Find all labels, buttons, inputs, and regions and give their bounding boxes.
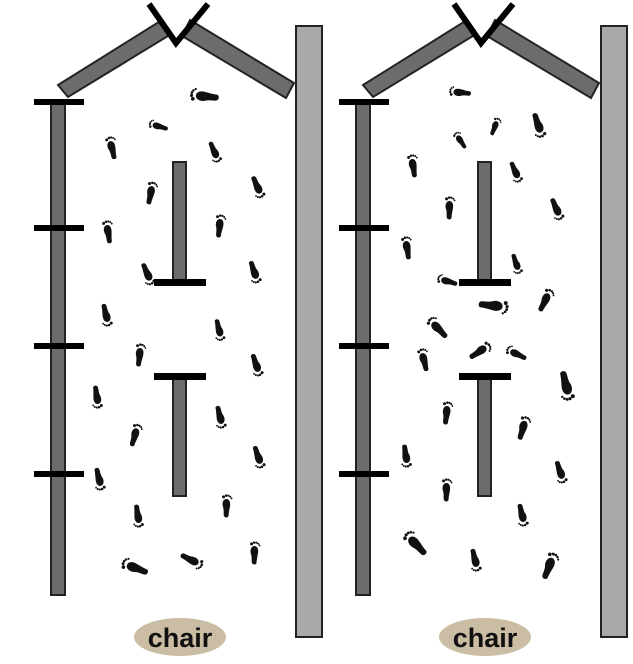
wall-bar-2 — [34, 225, 84, 231]
divider-lower-bar — [459, 373, 511, 380]
footprint-icon — [126, 422, 144, 448]
footprint-icon — [467, 547, 483, 573]
footprint-icon — [399, 444, 413, 469]
footprint-icon — [401, 528, 430, 559]
footprints-right — [399, 85, 576, 582]
footprint-icon — [466, 340, 494, 363]
footprints-left — [90, 87, 267, 580]
footprint-icon — [547, 196, 566, 222]
chair-oval — [134, 618, 226, 656]
divider-upper-bar — [154, 279, 206, 286]
footprint-icon — [248, 174, 267, 200]
footprint-icon — [508, 252, 524, 276]
wall-bar-4 — [34, 471, 84, 477]
footprint-icon — [138, 261, 157, 287]
footprint-icon — [513, 414, 533, 442]
divider-lower-bar — [154, 373, 206, 380]
wall-bar-3 — [34, 343, 84, 349]
wall-bar-2 — [339, 225, 389, 231]
wall-bar-1 — [339, 99, 389, 105]
divider-lower — [477, 377, 492, 497]
footprint-icon — [440, 477, 453, 502]
footprint-icon — [132, 342, 147, 368]
roof-right-beam — [485, 18, 601, 100]
roof-left-beam — [56, 18, 170, 99]
footprint-icon — [220, 493, 233, 518]
wall-bar-4 — [339, 471, 389, 477]
footprint-icon — [400, 235, 414, 260]
right-panel: chair — [339, 2, 628, 656]
footprint-icon — [246, 259, 263, 285]
footprint-icon — [250, 444, 267, 470]
footprint-icon — [119, 555, 151, 580]
footprint-icon — [504, 343, 529, 364]
footprint-icon — [248, 540, 261, 565]
footprint-icon — [425, 314, 451, 342]
chair-oval — [439, 618, 531, 656]
footprint-icon — [142, 180, 159, 206]
footprint-icon — [556, 369, 576, 402]
footprint-icon — [406, 153, 420, 178]
roof-peak-mark — [146, 2, 211, 48]
footprint-icon — [90, 385, 104, 410]
footprint-icon — [452, 130, 469, 151]
footprint-icon — [178, 549, 205, 572]
footprint-icon — [212, 213, 227, 239]
footprint-icon — [506, 159, 524, 185]
footprint-icon — [98, 302, 114, 328]
footprint-icon — [104, 135, 120, 161]
footprint-icon — [514, 502, 530, 528]
footprint-icon — [529, 111, 548, 140]
footprint-icon — [248, 352, 265, 378]
right-wall — [600, 25, 628, 638]
footprint-icon — [101, 219, 115, 244]
footprint-icon — [205, 139, 223, 165]
footprint-icon — [91, 466, 107, 492]
footprint-icon — [435, 273, 459, 290]
divider-upper — [477, 161, 492, 282]
right-wall — [295, 25, 323, 638]
footprint-icon — [443, 195, 456, 220]
footprint-icon — [552, 459, 569, 485]
footprint-icon — [537, 550, 562, 582]
footprint-icon — [416, 347, 432, 373]
roof-right-beam — [180, 18, 296, 100]
footprint-icon — [147, 118, 170, 134]
footprint-icon — [212, 404, 228, 430]
divider-upper — [172, 161, 187, 282]
wall-bar-1 — [34, 99, 84, 105]
footprint-icon — [487, 116, 503, 137]
chair-label: chair — [148, 623, 213, 653]
left-panel: chair — [34, 2, 323, 656]
footprint-icon — [189, 87, 220, 106]
footprint-icon — [439, 400, 454, 426]
wall-bar-3 — [339, 343, 389, 349]
roof-left-beam — [361, 18, 475, 99]
chair-label: chair — [453, 623, 518, 653]
footprint-icon — [212, 318, 226, 342]
footprint-icon — [131, 504, 145, 529]
footprint-icon — [448, 85, 472, 100]
footprint-icon — [534, 287, 557, 314]
footprint-icon — [477, 296, 510, 316]
divider-lower — [172, 377, 187, 497]
roof-peak-mark — [451, 2, 516, 48]
divider-upper-bar — [459, 279, 511, 286]
